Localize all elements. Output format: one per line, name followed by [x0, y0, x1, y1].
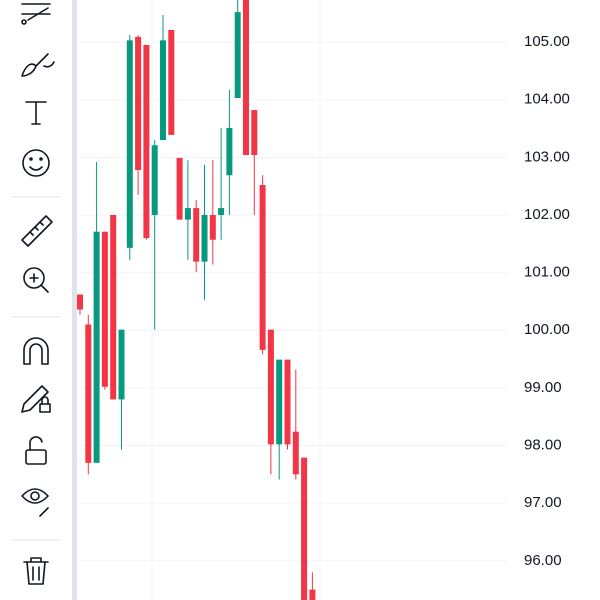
candle-body: [243, 0, 249, 156]
candle-body: [193, 208, 200, 262]
candle-body: [201, 214, 208, 262]
toolbar-divider: [72, 0, 77, 600]
lock-tool[interactable]: [25, 436, 47, 465]
candle-body: [135, 36, 142, 171]
candle-body: [309, 589, 316, 600]
zoom-tool[interactable]: [23, 267, 49, 293]
candle-body: [160, 40, 166, 141]
y-tick-label: 97.00: [524, 494, 562, 511]
candle-body: [234, 12, 241, 98]
delete-tool[interactable]: [23, 557, 49, 585]
candle-body: [226, 127, 233, 176]
plot-area: [77, 0, 507, 600]
lines-tool[interactable]: [21, 3, 51, 25]
ruler-tool[interactable]: [21, 215, 53, 247]
y-tick-label: 104.00: [524, 91, 570, 108]
candle-body: [143, 44, 150, 239]
candle-body: [93, 231, 100, 463]
toolbar: [12, 3, 60, 585]
candle-body: [267, 329, 274, 445]
candle-body: [118, 329, 125, 400]
y-tick-label: 102.00: [524, 206, 570, 223]
lock-drawings[interactable]: [21, 385, 51, 413]
candle-body: [276, 359, 283, 445]
magnet-tool[interactable]: [23, 337, 49, 365]
candle-body: [292, 431, 299, 475]
candle-body: [209, 214, 216, 240]
emoji-tool[interactable]: [22, 149, 50, 177]
candle-body: [184, 208, 191, 220]
y-tick-label: 100.00: [524, 321, 570, 338]
y-tick-label: 96.00: [524, 552, 562, 569]
y-tick-label: 98.00: [524, 437, 562, 454]
hide-tool[interactable]: [21, 488, 49, 517]
candle-body: [218, 208, 225, 215]
candle-body: [301, 457, 308, 600]
candle-body: [251, 110, 258, 156]
y-tick-label: 101.00: [524, 264, 570, 281]
candle-body: [176, 157, 183, 220]
candle-body: [168, 29, 175, 135]
candle-body: [77, 294, 83, 310]
y-tick-label: 99.00: [524, 379, 562, 396]
brush-tool[interactable]: [21, 53, 55, 77]
text-tool[interactable]: [25, 101, 47, 125]
candle-body: [110, 214, 117, 400]
y-tick-label: 105.00: [524, 33, 570, 50]
candle-body: [101, 231, 108, 387]
y-tick-label: 103.00: [524, 148, 570, 165]
candle-body: [259, 185, 266, 350]
candle-body: [85, 324, 92, 463]
candle-body: [284, 359, 291, 445]
candle-body: [151, 145, 158, 215]
candle-body: [126, 40, 133, 248]
